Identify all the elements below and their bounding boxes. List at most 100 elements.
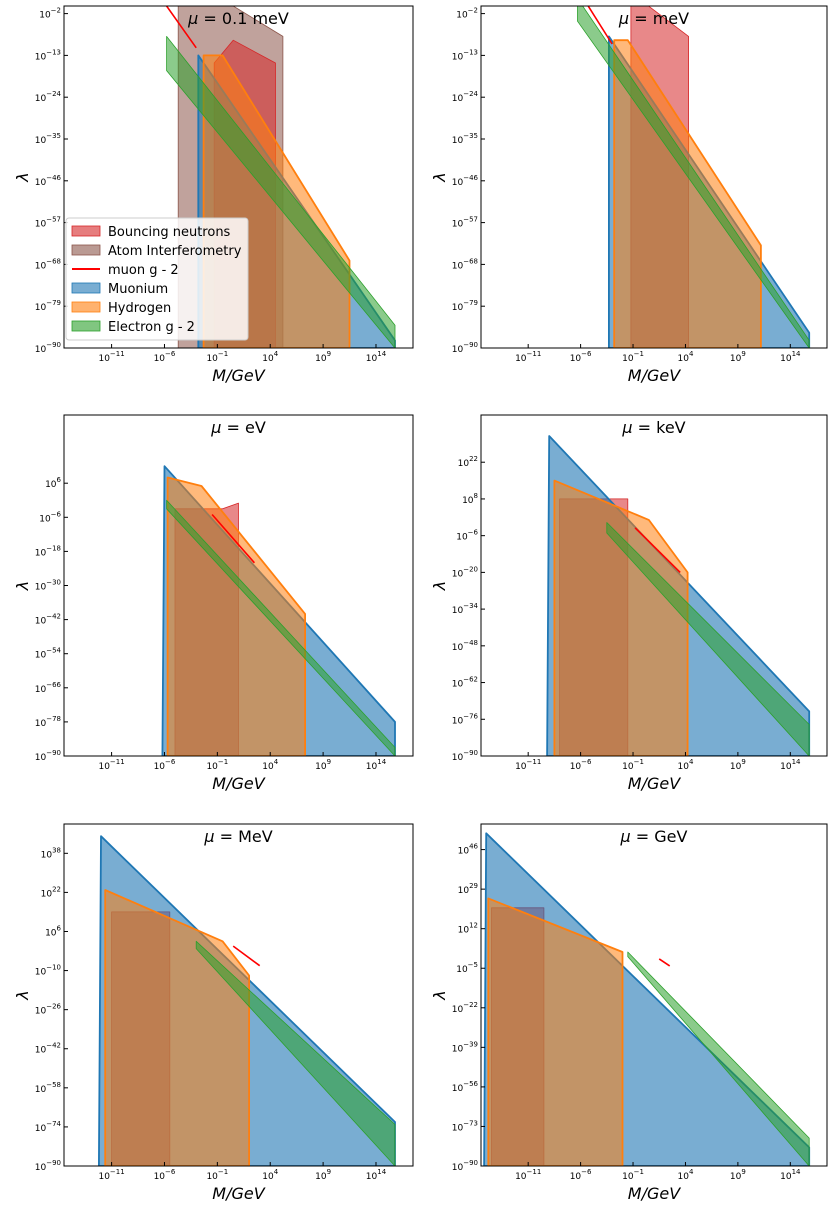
x-tick-label: 109 (730, 758, 746, 772)
x-tick-label: 104 (677, 758, 693, 772)
y-tick-label: 10−73 (452, 1119, 478, 1133)
series-muon-g2 (165, 6, 197, 49)
y-tick-label: 10−26 (35, 1003, 62, 1017)
chart-title: μ = MeV (203, 827, 272, 846)
y-tick-label: 10−10 (35, 964, 61, 978)
chart-title: μ = GeV (620, 827, 688, 846)
x-tick-label: 1014 (366, 1168, 387, 1182)
x-tick-label: 10−6 (570, 350, 592, 364)
series-hydrogen (487, 897, 624, 1166)
x-axis-label: M/GeV (628, 774, 681, 793)
x-tick-label: 104 (262, 758, 278, 772)
y-tick-label: 10−24 (452, 90, 479, 104)
chart-title: μ = keV (621, 418, 685, 437)
x-tick-label: 10−1 (206, 1168, 228, 1182)
y-tick-label: 10−34 (452, 602, 479, 616)
y-tick-label: 10−74 (35, 1120, 62, 1134)
y-tick-label: 10−68 (35, 257, 61, 271)
chart-title: μ = 0.1 meV (187, 9, 289, 28)
series-muon-g2 (232, 945, 261, 967)
y-tick-label: 10−46 (452, 174, 479, 188)
legend-label: Muonium (108, 282, 168, 297)
y-tick-label: 10−58 (35, 1081, 61, 1095)
series-electron-g2 (195, 940, 396, 1166)
series-electron-g2 (166, 499, 396, 756)
y-tick-label: 10−5 (456, 961, 478, 975)
series-hydrogen (553, 479, 689, 756)
series-electron-g2 (606, 522, 810, 756)
y-tick-label: 10−90 (35, 1159, 61, 1173)
subplot-5: 10−11 10−6 10−1 104 109 1014 10−90 10−74 10−58 10… (13, 823, 414, 1203)
y-tick-label: 10−42 (35, 613, 61, 627)
series-muon-g2 (211, 513, 256, 564)
y-tick-label: 10−57 (35, 216, 61, 230)
x-tick-label: 10−6 (570, 758, 592, 772)
y-tick-label: 10−2 (456, 7, 478, 21)
x-tick-label: 109 (315, 758, 331, 772)
x-tick-label: 109 (730, 1168, 746, 1182)
x-tick-label: 1014 (780, 1168, 801, 1182)
x-axis-label: M/GeV (628, 1184, 681, 1203)
series-electron-g2 (166, 36, 396, 348)
subplot-2: 10−11 10−6 10−1 104 109 1014 10−90 10−79 10−68 10… (430, 5, 828, 385)
y-tick-label: 1046 (458, 843, 479, 857)
legend-swatch (71, 301, 101, 313)
x-tick-label: 10−1 (206, 350, 228, 364)
x-tick-label: 10−11 (98, 350, 124, 364)
x-tick-label: 1014 (780, 350, 801, 364)
y-tick-label: 10−48 (452, 639, 478, 653)
legend-label: Hydrogen (108, 301, 171, 316)
y-tick-label: 10−13 (35, 48, 61, 62)
y-tick-label: 10−6 (39, 510, 61, 524)
x-axis-label: M/GeV (628, 366, 681, 385)
legend-label: Bouncing neutrons (108, 225, 231, 240)
y-tick-label: 10−78 (35, 715, 61, 729)
y-tick-label: 10−62 (452, 676, 478, 690)
plot-area (161, 465, 396, 756)
y-tick-label: 10−66 (35, 681, 62, 695)
axes-frame (480, 5, 828, 349)
y-tick-label: 106 (45, 924, 61, 938)
legend: Bouncing neutrons Atom Interferometry muon… (65, 217, 249, 341)
plot-area (577, 6, 811, 348)
legend-swatch (71, 244, 101, 256)
legend-frame (65, 217, 249, 341)
y-tick-label: 10−30 (35, 579, 61, 593)
x-tick-label: 1014 (780, 758, 801, 772)
y-axis-label: λ (430, 172, 449, 182)
x-tick-label: 10−11 (515, 758, 541, 772)
y-axis-label: λ (13, 581, 32, 591)
chart-title: μ = eV (210, 418, 266, 437)
y-tick-label: 10−90 (35, 341, 61, 355)
y-tick-label: 10−35 (452, 132, 478, 146)
y-tick-label: 10−68 (452, 257, 478, 271)
x-tick-label: 10−1 (622, 758, 644, 772)
y-tick-label: 10−54 (35, 647, 62, 661)
chart-title: μ = meV (618, 9, 689, 28)
x-tick-label: 104 (677, 1168, 693, 1182)
legend-label: Electron g - 2 (108, 320, 195, 335)
y-tick-label: 1012 (458, 922, 478, 936)
x-axis-label: M/GeV (212, 366, 265, 385)
y-tick-label: 1038 (41, 846, 61, 860)
axes-frame (480, 823, 828, 1167)
y-tick-label: 10−79 (452, 299, 478, 313)
y-axis-label: λ (13, 172, 32, 182)
y-tick-label: 10−18 (35, 544, 61, 558)
x-tick-label: 10−11 (98, 758, 124, 772)
y-tick-label: 10−39 (452, 1040, 478, 1054)
legend-swatch (71, 320, 101, 332)
y-tick-label: 10−24 (35, 90, 62, 104)
y-axis-label: λ (430, 581, 449, 591)
subplot-1: 10−11 10−6 10−1 104 109 1014 10−90 10−79 10−68 10… (13, 5, 414, 385)
axes-frame (63, 5, 414, 349)
x-tick-label: 1014 (366, 350, 387, 364)
legend-swatch (71, 282, 101, 294)
x-axis-label: M/GeV (212, 1184, 265, 1203)
legend-label: muon g - 2 (108, 263, 179, 278)
x-tick-label: 1014 (366, 758, 387, 772)
series-electron-g2 (627, 951, 810, 1166)
y-tick-label: 10−6 (456, 529, 478, 543)
plot-area (98, 835, 396, 1166)
y-axis-label: λ (13, 990, 32, 1000)
